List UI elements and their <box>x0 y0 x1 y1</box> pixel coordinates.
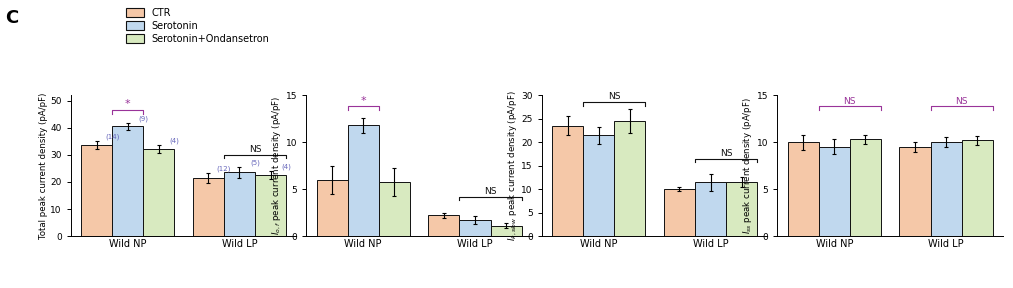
Y-axis label: $I_{o,f}$ peak current density (pA/pF): $I_{o,f}$ peak current density (pA/pF) <box>270 96 283 235</box>
Bar <box>900 147 931 236</box>
Bar <box>112 126 143 236</box>
Bar <box>490 226 522 236</box>
Y-axis label: $I_{ss}$ peak current density (pA/pF): $I_{ss}$ peak current density (pA/pF) <box>742 97 754 234</box>
Text: (14): (14) <box>105 133 120 140</box>
Bar <box>81 145 112 236</box>
Bar <box>192 178 224 236</box>
Text: NS: NS <box>608 92 621 101</box>
Legend: CTR, Serotonin, Serotonin+Ondansetron: CTR, Serotonin, Serotonin+Ondansetron <box>127 8 269 43</box>
Bar <box>695 182 726 236</box>
Text: (12): (12) <box>217 165 231 172</box>
Text: (4): (4) <box>169 137 179 144</box>
Bar <box>428 215 460 236</box>
Bar <box>583 135 614 236</box>
Text: (4): (4) <box>282 163 291 170</box>
Bar <box>347 125 379 236</box>
Y-axis label: Total peak current density (pA/pF): Total peak current density (pA/pF) <box>38 92 48 239</box>
Text: NS: NS <box>484 187 496 196</box>
Bar <box>255 175 286 236</box>
Text: *: * <box>361 96 366 106</box>
Bar <box>317 180 347 236</box>
Text: NS: NS <box>844 97 856 106</box>
Text: (9): (9) <box>138 115 148 122</box>
Bar <box>961 140 993 236</box>
Bar <box>726 182 757 236</box>
Bar <box>552 126 583 236</box>
Bar <box>460 220 490 236</box>
Text: NS: NS <box>720 149 732 158</box>
Bar <box>819 147 850 236</box>
Bar <box>788 142 819 236</box>
Bar <box>224 173 255 236</box>
Bar <box>143 149 174 236</box>
Bar <box>664 189 695 236</box>
Text: *: * <box>125 99 131 109</box>
Text: C: C <box>5 9 18 27</box>
Bar <box>379 182 410 236</box>
Bar <box>850 139 881 236</box>
Text: NS: NS <box>249 145 261 154</box>
Y-axis label: $I_{k,slow}$ peak current density (pA/pF): $I_{k,slow}$ peak current density (pA/pF… <box>505 90 519 241</box>
Bar <box>614 121 645 236</box>
Text: NS: NS <box>955 97 967 106</box>
Bar <box>931 142 961 236</box>
Text: (5): (5) <box>250 159 260 166</box>
